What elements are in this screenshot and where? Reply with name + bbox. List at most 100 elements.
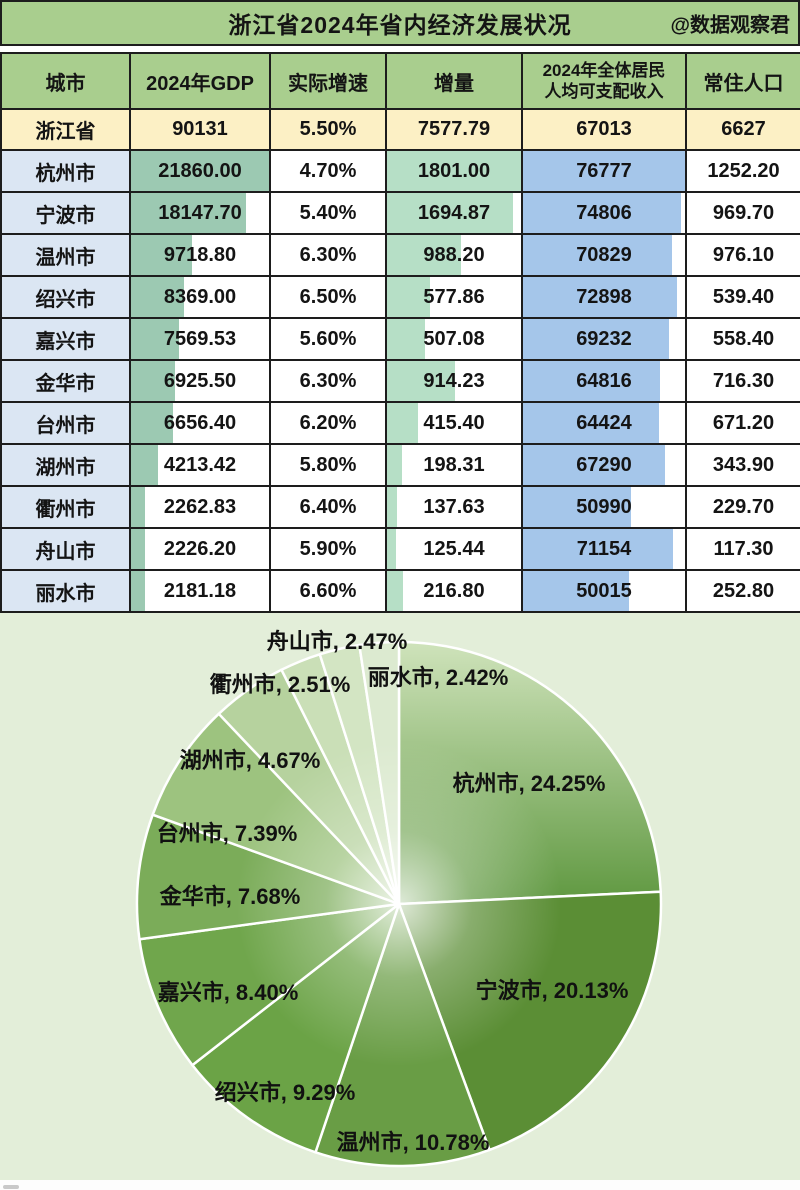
income-bar: [524, 488, 631, 526]
population-cell: 558.40: [685, 317, 800, 361]
pie-label: 湖州市, 4.67%: [179, 748, 321, 773]
delta-cell: 415.40: [385, 401, 523, 445]
growth-cell: 5.40%: [269, 191, 387, 235]
gdp-cell: 6656.40: [129, 401, 271, 445]
gdp-bar: [132, 236, 193, 274]
gdp-bar: [132, 404, 174, 442]
table-row: 丽水市 2181.18 6.60% 216.80 50015 252.80: [0, 569, 800, 613]
name-cell: 衢州市: [0, 485, 131, 529]
table-row: 台州市 6656.40 6.20% 415.40 64424 671.20: [0, 401, 800, 445]
population-cell: 117.30: [685, 527, 800, 571]
name-cell: 金华市: [0, 359, 131, 403]
pie-label: 宁波市, 20.13%: [475, 978, 629, 1003]
growth-cell: 5.80%: [269, 443, 387, 487]
gdp-cell: 8369.00: [129, 275, 271, 319]
delta-cell: 507.08: [385, 317, 523, 361]
income-bar: [524, 572, 629, 610]
table-row: 湖州市 4213.42 5.80% 198.31 67290 343.90: [0, 443, 800, 487]
gdp-cell: 9718.80: [129, 233, 271, 277]
delta-bar: [388, 278, 430, 316]
table-row: 绍兴市 8369.00 6.50% 577.86 72898 539.40: [0, 275, 800, 319]
growth-cell: 5.50%: [269, 108, 387, 151]
table-row: 舟山市 2226.20 5.90% 125.44 71154 117.30: [0, 527, 800, 571]
population-cell: 976.10: [685, 233, 800, 277]
gdp-cell: 18147.70: [129, 191, 271, 235]
population-cell: 969.70: [685, 191, 800, 235]
pie-label: 丽水市, 2.42%: [367, 665, 509, 690]
gdp-bar: [132, 152, 268, 190]
population-cell: 671.20: [685, 401, 800, 445]
population-cell: 252.80: [685, 569, 800, 613]
population-cell: 343.90: [685, 443, 800, 487]
name-cell: 温州市: [0, 233, 131, 277]
population-cell: 1252.20: [685, 149, 800, 193]
name-cell: 丽水市: [0, 569, 131, 613]
income-cell: 74806: [521, 191, 687, 235]
delta-bar: [388, 236, 461, 274]
name-cell: 湖州市: [0, 443, 131, 487]
delta-bar: [388, 530, 397, 568]
pie-label: 金华市, 7.68%: [159, 884, 301, 909]
table-row: 金华市 6925.50 6.30% 914.23 64816 716.30: [0, 359, 800, 403]
pie-label: 衢州市, 2.51%: [209, 672, 351, 697]
income-cell: 76777: [521, 149, 687, 193]
name-cell: 嘉兴市: [0, 317, 131, 361]
gdp-cell: 90131: [129, 108, 271, 151]
gdp-bar: [132, 530, 146, 568]
name-cell: 杭州市: [0, 149, 131, 193]
population-cell: 716.30: [685, 359, 800, 403]
delta-bar: [388, 320, 425, 358]
gdp-cell: 2226.20: [129, 527, 271, 571]
income-bar: [524, 530, 674, 568]
econ-table: 城市 2024年GDP 实际增速 增量 2024年全体居民 人均可支配收入 常住人口 浙江省…: [0, 52, 800, 613]
table-body: 浙江省 90131 5.50% 7577.79 67013 6627 杭州市 21860.00…: [0, 108, 800, 613]
table-row: 杭州市 21860.00 4.70% 1801.00 76777 1252.20: [0, 149, 800, 193]
pie-label: 绍兴市, 9.29%: [214, 1080, 356, 1105]
gdp-bar: [132, 362, 175, 400]
pie-label: 杭州市, 24.25%: [452, 771, 606, 796]
header-cell-population: 常住人口: [685, 52, 800, 110]
income-bar: [524, 320, 670, 358]
delta-cell: 216.80: [385, 569, 523, 613]
growth-cell: 6.50%: [269, 275, 387, 319]
gdp-bar: [132, 320, 179, 358]
income-cell: 71154: [521, 527, 687, 571]
pie-label: 温州市, 10.78%: [336, 1130, 490, 1155]
pie-label: 台州市, 7.39%: [156, 821, 298, 846]
delta-bar: [388, 404, 418, 442]
header-cell-growth: 实际增速: [269, 52, 387, 110]
pie-label: 嘉兴市, 8.40%: [157, 980, 299, 1005]
delta-cell: 1694.87: [385, 191, 523, 235]
scrollbar-nub: [3, 1185, 19, 1189]
gdp-bar: [132, 194, 246, 232]
header-cell-income: 2024年全体居民 人均可支配收入: [521, 52, 687, 110]
gdp-bar: [132, 572, 145, 610]
name-cell: 宁波市: [0, 191, 131, 235]
growth-cell: 6.20%: [269, 401, 387, 445]
income-bar: [524, 236, 673, 274]
gdp-cell: 7569.53: [129, 317, 271, 361]
growth-cell: 6.40%: [269, 485, 387, 529]
income-cell: 69232: [521, 317, 687, 361]
delta-cell: 125.44: [385, 527, 523, 571]
income-bar: [524, 404, 659, 442]
delta-cell: 137.63: [385, 485, 523, 529]
income-cell: 50990: [521, 485, 687, 529]
gdp-bar: [132, 488, 146, 526]
delta-cell: 914.23: [385, 359, 523, 403]
pie-chart-area: 杭州市, 24.25% 宁波市, 20.13% 温州市, 10.78% 绍兴市, 9.…: [0, 613, 800, 1180]
pie-chart: [135, 640, 663, 1168]
header-row: 城市 2024年GDP 实际增速 增量 2024年全体居民 人均可支配收入 常住人口: [0, 52, 800, 110]
gdp-cell: 4213.42: [129, 443, 271, 487]
delta-cell: 988.20: [385, 233, 523, 277]
income-cell: 70829: [521, 233, 687, 277]
delta-bar: [388, 572, 404, 610]
gdp-cell: 2262.83: [129, 485, 271, 529]
delta-bar: [388, 152, 520, 190]
pie-center-highlight: [137, 642, 661, 1166]
income-bar: [524, 194, 681, 232]
gdp-cell: 21860.00: [129, 149, 271, 193]
name-cell: 舟山市: [0, 527, 131, 571]
name-cell: 台州市: [0, 401, 131, 445]
table-row: 衢州市 2262.83 6.40% 137.63 50990 229.70: [0, 485, 800, 529]
